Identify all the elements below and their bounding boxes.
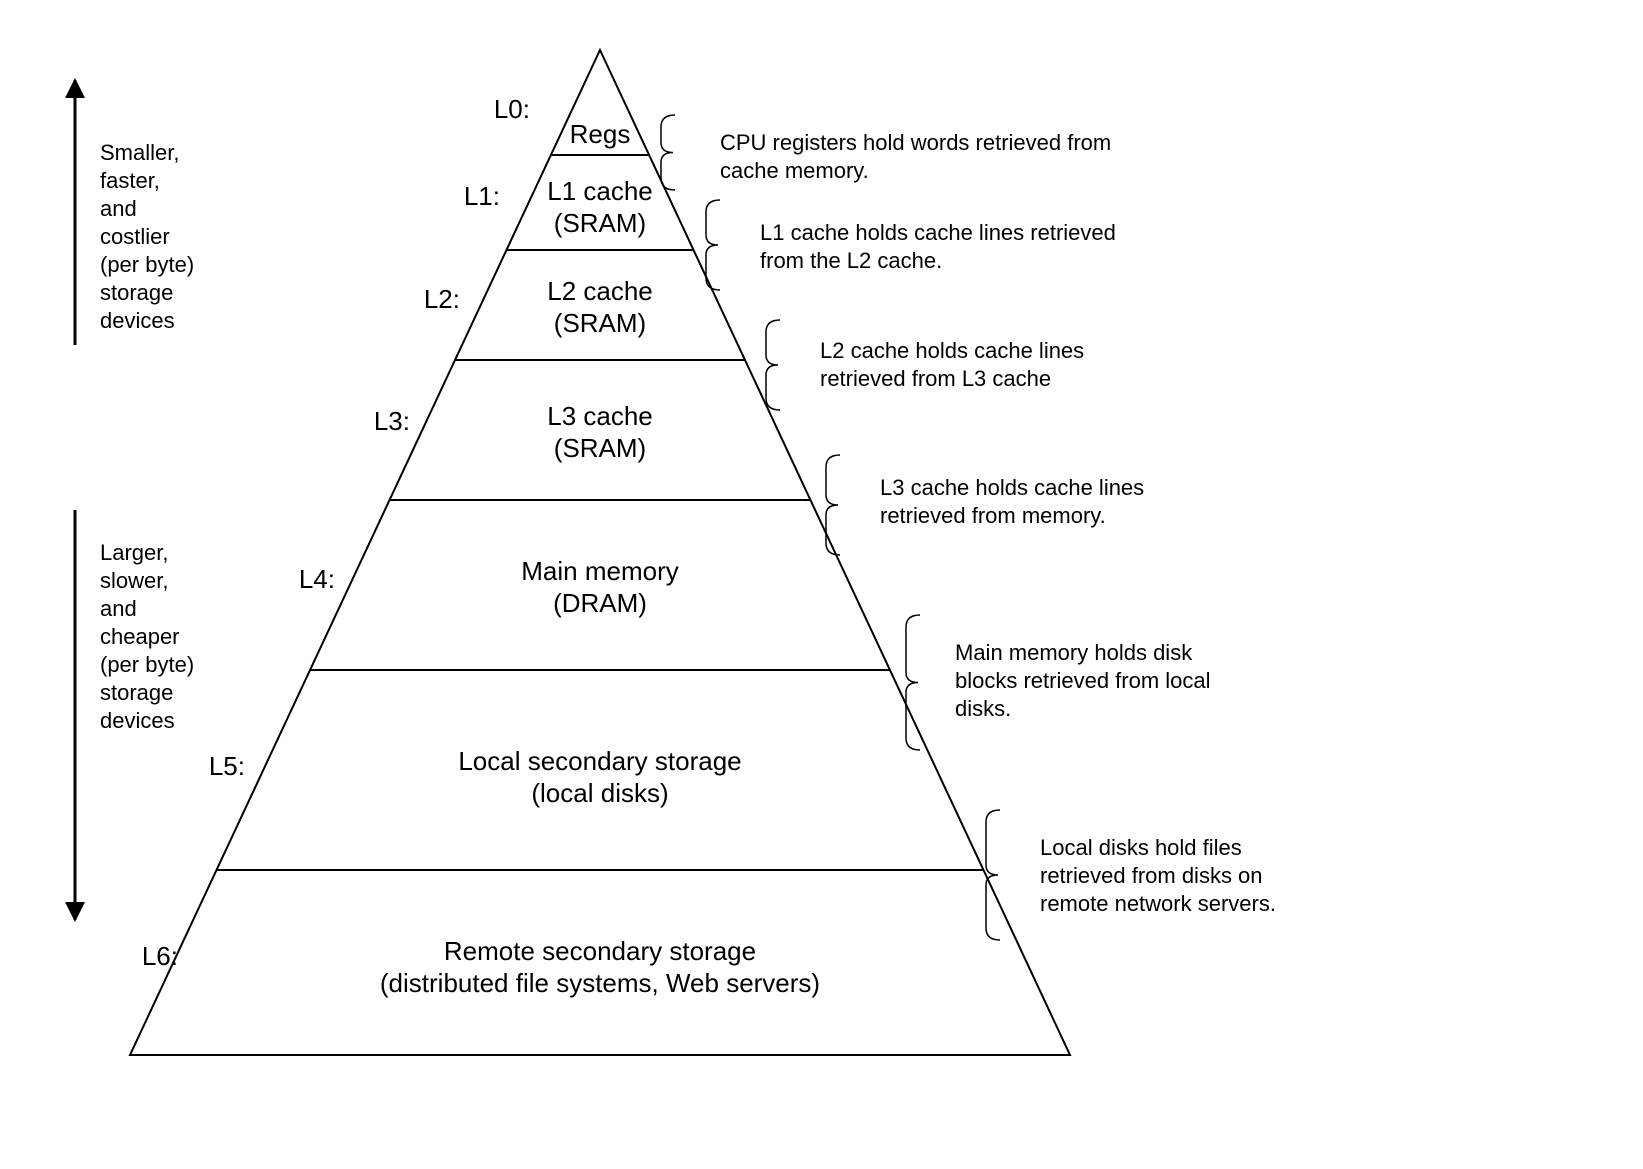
desc-5-line2: retrieved from disks on xyxy=(1040,863,1263,888)
arrow-bottom-text-3: cheaper xyxy=(100,624,180,649)
arrow-top-text-4: (per byte) xyxy=(100,252,194,277)
brace-5 xyxy=(986,810,1000,940)
memory-hierarchy-diagram: L0:RegsL1:L1 cache(SRAM)L2:L2 cache(SRAM… xyxy=(0,0,1643,1169)
level-label-l5: L5: xyxy=(209,751,245,781)
desc-5-line1: Local disks hold files xyxy=(1040,835,1242,860)
layer-title-l5-line2: (local disks) xyxy=(531,778,668,808)
arrow-bottom-text-4: (per byte) xyxy=(100,652,194,677)
brace-2 xyxy=(766,320,780,410)
desc-2-line2: retrieved from L3 cache xyxy=(820,366,1051,391)
level-label-l1: L1: xyxy=(464,181,500,211)
arrow-top-text-3: costlier xyxy=(100,224,170,249)
desc-1-line1: L1 cache holds cache lines retrieved xyxy=(760,220,1116,245)
arrow-bottom-text-1: slower, xyxy=(100,568,168,593)
layer-title-l3-line2: (SRAM) xyxy=(554,433,646,463)
layer-title-l5-line1: Local secondary storage xyxy=(458,746,741,776)
desc-3-line1: L3 cache holds cache lines xyxy=(880,475,1144,500)
arrow-bottom-text-2: and xyxy=(100,596,137,621)
layer-title-l4-line2: (DRAM) xyxy=(553,588,647,618)
layer-title-l1-line2: (SRAM) xyxy=(554,208,646,238)
level-label-l3: L3: xyxy=(374,406,410,436)
desc-5-line3: remote network servers. xyxy=(1040,891,1276,916)
layer-title-l2-line2: (SRAM) xyxy=(554,308,646,338)
layer-title-l3-line1: L3 cache xyxy=(547,401,653,431)
layer-title-l4-line1: Main memory xyxy=(521,556,678,586)
arrow-top-head xyxy=(65,78,85,98)
arrow-bottom-text-0: Larger, xyxy=(100,540,169,565)
level-label-l0: L0: xyxy=(494,94,530,124)
level-label-l4: L4: xyxy=(299,564,335,594)
arrow-top-text-5: storage xyxy=(100,280,173,305)
desc-4-line3: disks. xyxy=(955,696,1011,721)
arrow-bottom-head xyxy=(65,902,85,922)
arrow-top-text-1: faster, xyxy=(100,168,160,193)
layer-title-l2-line1: L2 cache xyxy=(547,276,653,306)
side-arrows: Smaller, faster, and costlier (per byte) stor… xyxy=(65,78,194,922)
arrow-top-text-6: devices xyxy=(100,308,175,333)
arrow-bottom-text-5: storage xyxy=(100,680,173,705)
arrow-bottom-text-6: devices xyxy=(100,708,175,733)
descriptions: CPU registers hold words retrieved from c… xyxy=(661,115,1276,940)
brace-0 xyxy=(661,115,675,190)
level-labels: L0:RegsL1:L1 cache(SRAM)L2:L2 cache(SRAM… xyxy=(142,94,820,998)
arrow-top-text-2: and xyxy=(100,196,137,221)
desc-0-line2: cache memory. xyxy=(720,158,869,183)
desc-2-line1: L2 cache holds cache lines xyxy=(820,338,1084,363)
layer-title-l0-line1: Regs xyxy=(570,119,631,149)
level-label-l2: L2: xyxy=(424,284,460,314)
arrow-top-text-0: Smaller, xyxy=(100,140,179,165)
desc-0-line1: CPU registers hold words retrieved from xyxy=(720,130,1111,155)
desc-4-line2: blocks retrieved from local xyxy=(955,668,1211,693)
desc-4-line1: Main memory holds disk xyxy=(955,640,1193,665)
layer-title-l6-line2: (distributed file systems, Web servers) xyxy=(380,968,820,998)
layer-title-l6-line1: Remote secondary storage xyxy=(444,936,756,966)
level-label-l6: L6: xyxy=(142,941,178,971)
desc-3-line2: retrieved from memory. xyxy=(880,503,1106,528)
layer-title-l1-line1: L1 cache xyxy=(547,176,653,206)
desc-1-line2: from the L2 cache. xyxy=(760,248,942,273)
brace-1 xyxy=(706,200,720,290)
